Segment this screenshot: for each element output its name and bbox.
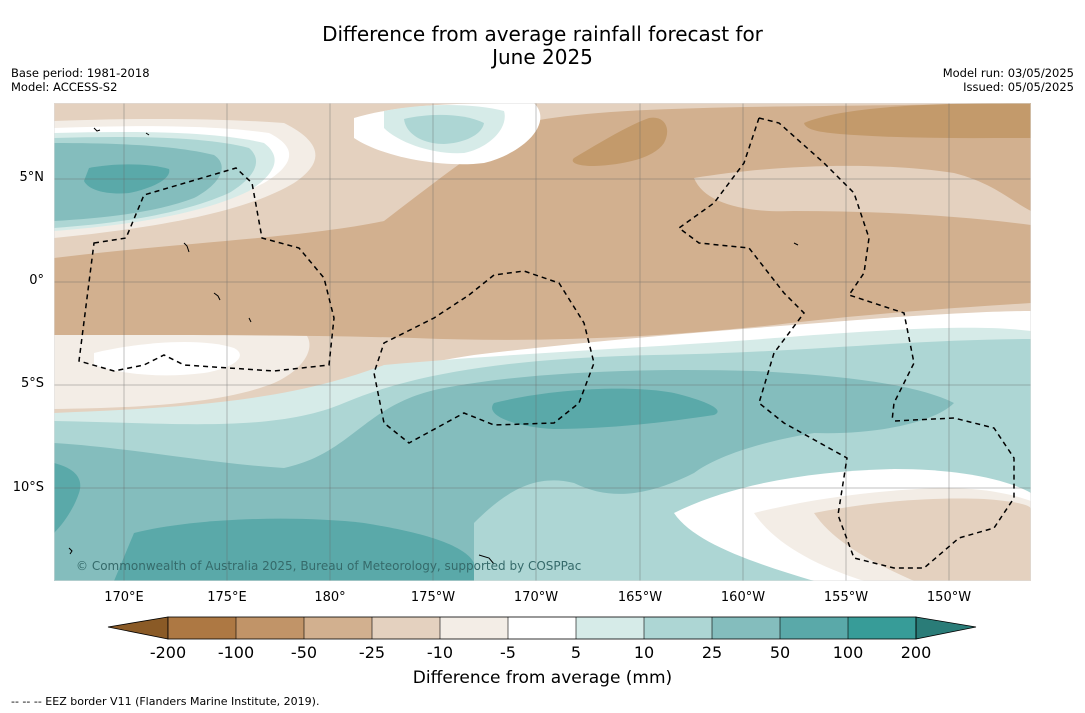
eez-tuvalu-kiribati-west [78, 167, 335, 372]
colorbar-segment [576, 617, 644, 639]
dry-strong-northeast [804, 103, 1031, 139]
colorbar-segment [372, 617, 440, 639]
colorbar-segment [848, 617, 916, 639]
island-outline [248, 317, 252, 323]
colorbar-high-arrow [915, 616, 977, 640]
colorbar-tick: 10 [633, 643, 655, 662]
wet-strong-southwest [114, 518, 474, 581]
lon-label-180: 180° [314, 590, 346, 605]
lat-label-0: 0° [29, 273, 44, 288]
dry-light-southeast [814, 498, 1031, 581]
eez-cook-islands-north [677, 117, 1015, 569]
map-frame [54, 103, 1031, 581]
eez-borders [78, 117, 1015, 569]
lon-label-150w: 150°W [926, 590, 972, 605]
colorbar-tick: 100 [832, 643, 864, 662]
issued-text: Issued: 05/05/2025 [963, 80, 1074, 94]
eez-footnote: -- -- -- EEZ border V11 (Flanders Marine… [11, 695, 320, 708]
colorbar-tick: -100 [217, 643, 255, 662]
colorbar-segment [168, 617, 236, 639]
lon-label-175w: 175°W [410, 590, 456, 605]
lon-label-155w: 155°W [823, 590, 869, 605]
copyright-notice: © Commonwealth of Australia 2025, Bureau… [76, 559, 582, 573]
base-info: Base period: 1981-2018 Model: ACCESS-S2 [11, 66, 150, 94]
colorbar-dividers [235, 617, 849, 639]
run-info: Model run: 03/05/2025 Issued: 05/05/2025 [943, 66, 1074, 94]
wet-light-northcentral [404, 114, 484, 144]
map-title-line2: June 2025 [492, 45, 593, 69]
rainfall-anomaly-map [54, 103, 1031, 581]
colorbar-segment [712, 617, 780, 639]
eez-tokelau [373, 270, 595, 444]
map-title-line1: Difference from average rainfall forecas… [322, 22, 763, 46]
lon-label-170e: 170°E [104, 590, 144, 605]
colorbar-segment [644, 617, 712, 639]
island-outline [478, 554, 495, 565]
island-outline [68, 547, 73, 555]
island-outline [93, 127, 101, 132]
colorbar-tick: -200 [149, 643, 187, 662]
colorbar-outline [167, 616, 917, 640]
dry-strong-northcentral [572, 117, 668, 166]
dry-light-central [694, 165, 1031, 225]
colorbar-tick: 25 [701, 643, 723, 662]
gridlines [54, 103, 1031, 581]
lon-label-175e: 175°E [207, 590, 247, 605]
lon-label-160w: 160°W [720, 590, 766, 605]
lat-label-10s: 10°S [12, 480, 44, 495]
colorbar-label: Difference from average (mm) [412, 668, 673, 688]
model-name-text: Model: ACCESS-S2 [11, 80, 118, 94]
island-outlines [68, 127, 799, 565]
colorbar-tick: -10 [426, 643, 454, 662]
lat-label-5s: 5°S [20, 376, 44, 391]
colorbar [107, 616, 977, 640]
colorbar-low-arrow [107, 616, 169, 640]
colorbar-tick: -25 [358, 643, 386, 662]
dry-mid-belt [54, 103, 1031, 340]
colorbar-tick: -5 [500, 643, 516, 662]
colorbar-tick: 200 [900, 643, 932, 662]
colorbar-segment [440, 617, 508, 639]
model-run-text: Model run: 03/05/2025 [942, 66, 1074, 80]
colorbar-segment [780, 617, 848, 639]
wet-strong-core [492, 388, 718, 429]
lat-label-5n: 5°N [19, 170, 45, 185]
base-period-text: Base period: 1981-2018 [11, 66, 150, 80]
lon-label-170w: 170°W [513, 590, 559, 605]
wet-strong-west-edge [54, 463, 81, 533]
colorbar-segment [304, 617, 372, 639]
colorbar-segment [508, 617, 576, 639]
colorbar-segment [236, 617, 304, 639]
colorbar-tick: 5 [570, 643, 582, 662]
lon-label-165w: 165°W [617, 590, 663, 605]
colorbar-tick: -50 [290, 643, 318, 662]
island-outline [213, 292, 221, 301]
island-outline [183, 242, 190, 253]
island-outline [793, 242, 799, 246]
island-outline [145, 132, 150, 136]
colorbar-tick: 50 [769, 643, 791, 662]
